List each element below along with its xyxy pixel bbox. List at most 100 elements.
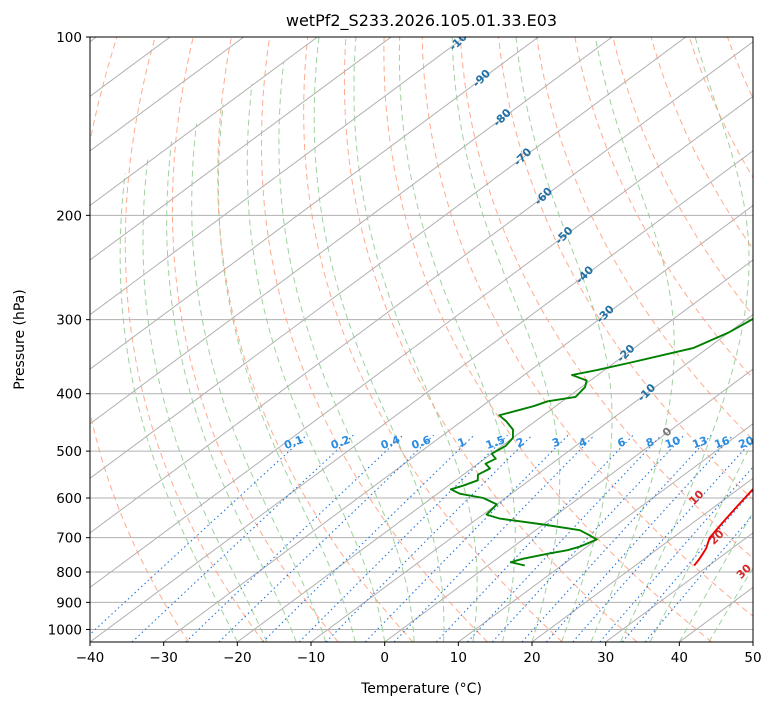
moist-adiabat bbox=[166, 141, 297, 642]
dry-adiabat-label: -30 bbox=[594, 302, 617, 325]
y-axis-label: Pressure (hPa) bbox=[12, 289, 28, 389]
mixing-ratio-line bbox=[185, 434, 404, 642]
plot-frame bbox=[89, 36, 754, 643]
isotherms bbox=[90, 37, 753, 642]
mixing-ratio-label: 20 bbox=[737, 434, 756, 452]
isotherm bbox=[90, 37, 245, 152]
mixing-ratio-label: 4 bbox=[577, 435, 589, 450]
mixing-ratio-label: 0.1 bbox=[282, 433, 305, 452]
x-tick-label: −10 bbox=[297, 650, 326, 666]
mixing-ratio-label: 10 bbox=[663, 434, 682, 452]
mixing-ratio-line bbox=[521, 434, 712, 642]
mixing-ratio-label: 16 bbox=[713, 434, 732, 452]
x-axis-label: Temperature (°C) bbox=[360, 681, 482, 697]
mixing-ratio-label: 6 bbox=[616, 435, 628, 450]
dry-adiabats bbox=[90, 37, 753, 642]
isotherm bbox=[163, 204, 753, 642]
dry-adiabat-label: -50 bbox=[552, 224, 575, 247]
moist-adiabat bbox=[217, 104, 356, 642]
mixing-ratio-line bbox=[467, 434, 662, 642]
moist-adiabat bbox=[451, 37, 561, 642]
line-labels: 0.10.20.40.611.52346810131620253036-100-… bbox=[282, 37, 775, 612]
mixing-ratio-line bbox=[90, 434, 308, 636]
moist-adiabat bbox=[590, 37, 675, 642]
mixing-ratio-line bbox=[298, 434, 508, 642]
y-tick-label: 700 bbox=[56, 531, 82, 547]
y-tick-label: 1000 bbox=[48, 622, 82, 638]
y-tick-label: 500 bbox=[56, 444, 82, 460]
x-tick-label: 30 bbox=[597, 650, 614, 666]
moist-adiabats bbox=[119, 37, 753, 642]
x-tick-label: 50 bbox=[744, 650, 761, 666]
isotherm bbox=[90, 37, 687, 479]
isotherm bbox=[605, 532, 753, 642]
mixing-ratio-line bbox=[325, 434, 533, 642]
isotherm bbox=[237, 259, 753, 642]
mixing-ratio-line bbox=[621, 489, 753, 642]
dry-adiabat bbox=[498, 37, 753, 501]
mixing-ratio-line bbox=[218, 434, 434, 642]
mixing-ratio-label: 13 bbox=[691, 434, 710, 451]
isotherm bbox=[90, 41, 753, 534]
dry-adiabat bbox=[124, 37, 264, 642]
mixing-ratio-line bbox=[364, 434, 569, 642]
y-tick-label: 100 bbox=[56, 30, 82, 46]
dewpoint-line bbox=[449, 317, 753, 567]
x-tick-label: 40 bbox=[671, 650, 688, 666]
mixing-ratio-line bbox=[262, 434, 475, 642]
mixing-ratio-line bbox=[644, 514, 753, 642]
moist-adiabat bbox=[678, 510, 753, 642]
dry-adiabat-label: -10 bbox=[635, 381, 658, 404]
dry-adiabat-label: -70 bbox=[511, 145, 534, 168]
isotherm bbox=[90, 37, 466, 316]
moist-adiabat bbox=[313, 37, 445, 642]
dry-adiabat bbox=[383, 37, 713, 642]
dry-adiabat-label: 40 bbox=[767, 592, 775, 612]
isotherm bbox=[384, 368, 753, 642]
x-tick-label: 20 bbox=[523, 650, 540, 666]
temperature-line bbox=[693, 487, 753, 567]
dry-adiabat bbox=[650, 37, 753, 250]
moist-adiabat bbox=[119, 173, 238, 642]
y-tick-label: 400 bbox=[56, 387, 82, 403]
x-axis-ticks: −40 −30 −20 −10 0 10 20 30 40 50 bbox=[76, 642, 762, 666]
isotherm bbox=[531, 477, 753, 642]
moist-adiabat bbox=[398, 37, 516, 642]
dry-adiabat-label: -80 bbox=[491, 106, 514, 129]
mixing-ratio-line bbox=[599, 466, 753, 642]
moist-adiabat bbox=[142, 157, 268, 642]
mixing-ratio-label: 0.6 bbox=[410, 433, 433, 452]
moist-adiabat bbox=[353, 37, 478, 642]
isotherm bbox=[310, 313, 753, 642]
moist-adiabat bbox=[619, 37, 750, 642]
y-tick-label: 200 bbox=[56, 208, 82, 224]
isotherm bbox=[90, 37, 539, 370]
dry-adiabat bbox=[612, 37, 753, 317]
dry-adiabat-label: 10 bbox=[687, 487, 707, 507]
y-tick-label: 300 bbox=[56, 313, 82, 329]
isotherm bbox=[752, 641, 753, 642]
mixing-ratio-label: 0.2 bbox=[329, 433, 352, 452]
y-axis-ticks: 100 200 300 400 500 600 700 800 900 1000 bbox=[48, 30, 90, 638]
sounding-series bbox=[449, 317, 753, 567]
mixing-ratio-label: 1.5 bbox=[484, 433, 507, 452]
mixing-ratio-label: 2 bbox=[514, 435, 526, 450]
dry-adiabat bbox=[536, 37, 753, 441]
dry-adiabat bbox=[171, 37, 339, 642]
dry-adiabat bbox=[688, 37, 753, 179]
y-tick-label: 900 bbox=[56, 595, 82, 611]
isotherm bbox=[90, 37, 318, 207]
dry-adiabat-label: -90 bbox=[470, 67, 493, 90]
isotherm bbox=[679, 586, 753, 642]
mixing-ratio-line bbox=[393, 434, 595, 642]
x-tick-label: 0 bbox=[380, 650, 389, 666]
isotherm bbox=[90, 95, 753, 589]
plot-area: 0.10.20.40.611.52346810131620253036-100-… bbox=[90, 37, 775, 642]
x-tick-label: −40 bbox=[76, 650, 105, 666]
mixing-ratio-line bbox=[491, 434, 685, 642]
dry-adiabat bbox=[727, 37, 753, 100]
dry-adiabat bbox=[421, 37, 753, 617]
dry-adiabat bbox=[261, 37, 488, 642]
dry-adiabat-label: -40 bbox=[573, 263, 596, 286]
